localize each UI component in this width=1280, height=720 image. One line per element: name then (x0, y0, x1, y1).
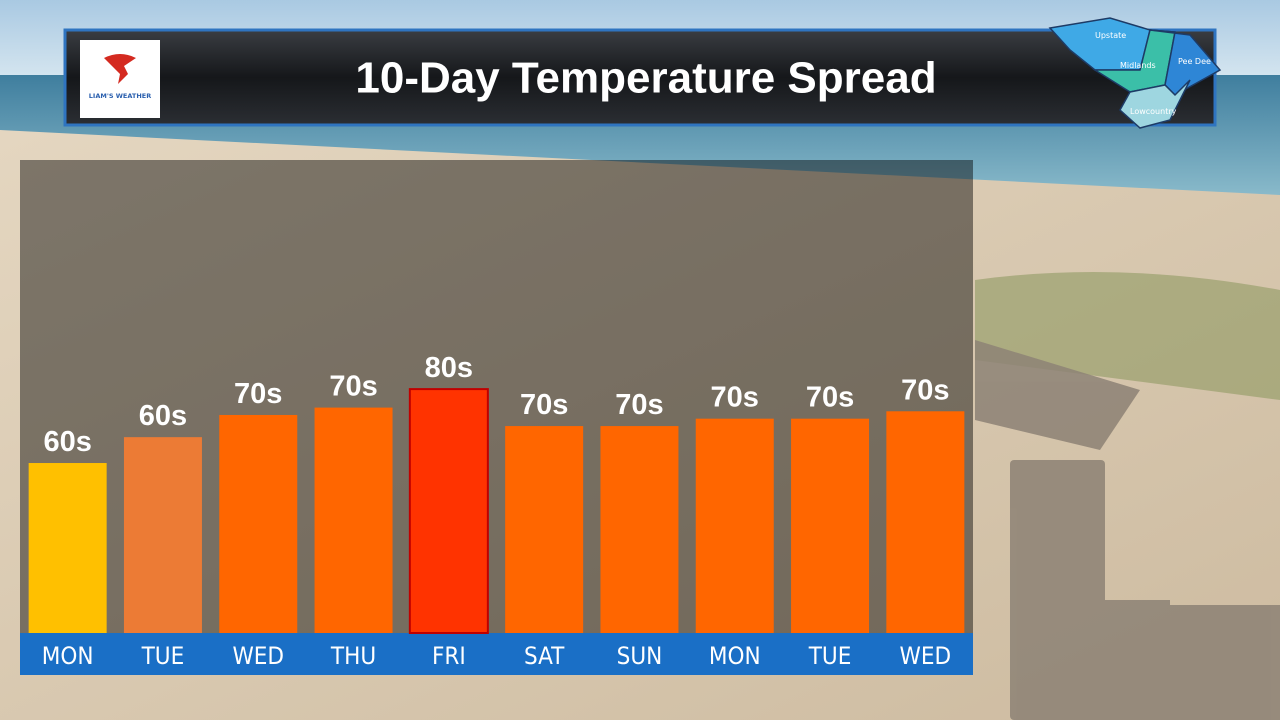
state-map: Upstate Midlands Pee Dee Lowcountry (1048, 17, 1222, 129)
bar (28, 463, 107, 633)
bar (886, 411, 965, 633)
x-tick-label: SUN (617, 642, 663, 670)
x-tick-label: FRI (432, 642, 466, 670)
x-tick-label: TUE (141, 642, 185, 670)
value-label: 70s (806, 382, 854, 414)
map-label: Midlands (1120, 61, 1156, 70)
x-tick-label: MON (709, 642, 761, 670)
x-tick-label: MON (42, 642, 94, 670)
value-label: 60s (139, 400, 187, 432)
x-tick-label: THU (330, 642, 376, 670)
map-label: Lowcountry (1130, 107, 1177, 116)
boardwalk (975, 340, 1280, 720)
category-strip (20, 633, 973, 675)
bar (695, 418, 774, 633)
value-label: 70s (234, 378, 282, 410)
bar (314, 407, 393, 633)
x-tick-label: WED (900, 642, 952, 670)
bar (600, 426, 679, 633)
bar (408, 388, 489, 634)
value-label: 70s (901, 374, 949, 406)
x-tick-label: SAT (524, 642, 565, 670)
logo-icon (104, 54, 136, 84)
bar (505, 426, 584, 633)
value-label: 70s (329, 371, 377, 403)
chart-title: 10-Day Temperature Spread (355, 54, 936, 103)
title-banner (63, 28, 1217, 127)
map-label: Upstate (1095, 31, 1126, 40)
value-label: 70s (711, 382, 759, 414)
bar (791, 418, 870, 633)
value-label: 70s (615, 389, 663, 421)
x-tick-label: TUE (808, 642, 852, 670)
bar (219, 414, 298, 633)
value-label: 70s (520, 389, 568, 421)
bar (123, 437, 202, 633)
map-label: Pee Dee (1178, 57, 1211, 66)
value-label: 60s (43, 426, 91, 458)
x-tick-label: WED (232, 642, 284, 670)
value-label: 80s (425, 352, 473, 384)
logo-text: LIAM'S WEATHER (89, 92, 151, 100)
